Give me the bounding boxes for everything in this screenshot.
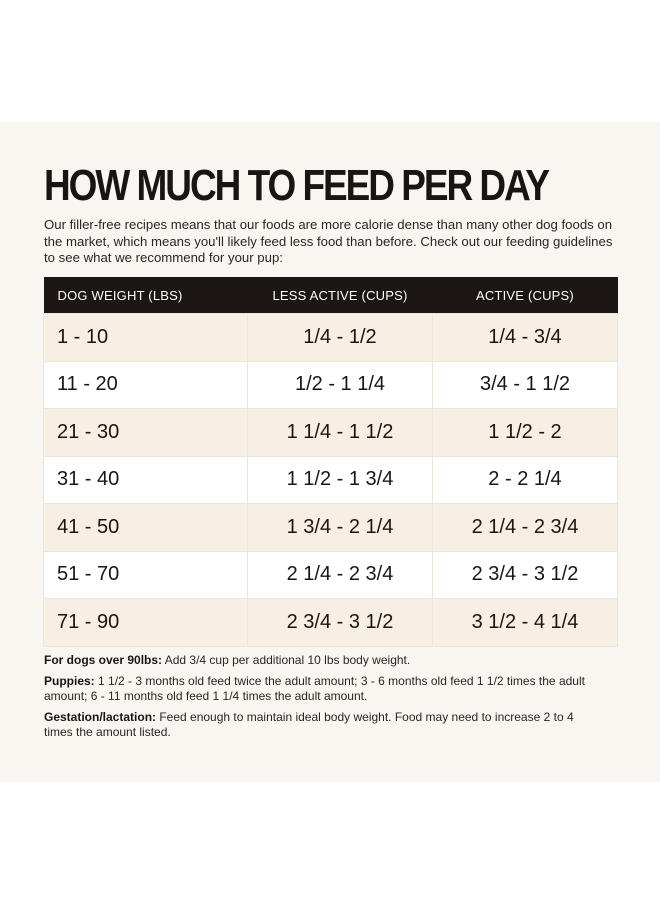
note-puppies: Puppies: 1 1/2 - 3 months old feed twice…	[44, 674, 604, 705]
table-row: 51 - 70 2 1/4 - 2 3/4 2 3/4 - 3 1/2	[43, 550, 618, 599]
less-active-cell: 1/2 - 1 1/4	[247, 360, 433, 409]
note-label: Puppies:	[44, 673, 95, 688]
table-row: 11 - 20 1/2 - 1 1/4 3/4 - 1 1/2	[43, 360, 618, 409]
less-active-cell: 1/4 - 1/2	[247, 313, 433, 362]
active-cell: 1/4 - 3/4	[432, 313, 618, 362]
note-text: Add 3/4 cup per additional 10 lbs body w…	[162, 653, 411, 667]
weight-cell: 21 - 30	[43, 408, 248, 457]
less-active-cell: 1 1/4 - 1 1/2	[247, 408, 433, 457]
less-active-cell: 1 3/4 - 2 1/4	[247, 503, 433, 552]
active-cell: 2 3/4 - 3 1/2	[432, 550, 618, 599]
header-active: ACTIVE (CUPS)	[432, 277, 618, 314]
table-row: 31 - 40 1 1/2 - 1 3/4 2 - 2 1/4	[43, 455, 618, 504]
note-label: For dogs over 90lbs:	[44, 653, 163, 667]
table-row: 21 - 30 1 1/4 - 1 1/2 1 1/2 - 2	[43, 408, 618, 457]
weight-cell: 41 - 50	[43, 503, 248, 552]
active-cell: 3/4 - 1 1/2	[432, 360, 618, 409]
note-over-90lbs: For dogs over 90lbs: Add 3/4 cup per add…	[44, 653, 604, 669]
weight-cell: 71 - 90	[43, 598, 248, 647]
page-title: HOW MUCH TO FEED PER DAY	[44, 161, 550, 210]
note-text: Feed enough to maintain ideal body weigh…	[44, 709, 574, 740]
feeding-table: DOG WEIGHT (LBS) LESS ACTIVE (CUPS) ACTI…	[43, 277, 618, 647]
note-gestation-lactation: Gestation/lactation: Feed enough to main…	[44, 710, 604, 741]
table-row: 1 - 10 1/4 - 1/2 1/4 - 3/4	[43, 313, 618, 362]
table-row: 71 - 90 2 3/4 - 3 1/2 3 1/2 - 4 1/4	[43, 598, 618, 647]
active-cell: 2 1/4 - 2 3/4	[432, 503, 618, 552]
less-active-cell: 2 1/4 - 2 3/4	[247, 550, 433, 599]
active-cell: 2 - 2 1/4	[432, 455, 618, 504]
note-label: Gestation/lactation:	[44, 709, 157, 724]
table-row: 41 - 50 1 3/4 - 2 1/4 2 1/4 - 2 3/4	[43, 503, 618, 552]
weight-cell: 11 - 20	[43, 360, 248, 409]
weight-cell: 1 - 10	[43, 313, 248, 362]
less-active-cell: 2 3/4 - 3 1/2	[247, 598, 433, 647]
less-active-cell: 1 1/2 - 1 3/4	[247, 455, 433, 504]
intro-paragraph: Our filler-free recipes means that our f…	[44, 217, 613, 265]
header-less-active: LESS ACTIVE (CUPS)	[247, 277, 433, 314]
table-header-row: DOG WEIGHT (LBS) LESS ACTIVE (CUPS) ACTI…	[43, 277, 618, 314]
feeding-notes: For dogs over 90lbs: Add 3/4 cup per add…	[44, 653, 604, 746]
active-cell: 1 1/2 - 2	[432, 408, 618, 457]
note-text: 1 1/2 - 3 months old feed twice the adul…	[44, 673, 585, 704]
feeding-guide-panel: HOW MUCH TO FEED PER DAY Our filler-free…	[0, 122, 660, 782]
weight-cell: 51 - 70	[43, 550, 248, 599]
weight-cell: 31 - 40	[43, 455, 248, 504]
header-dog-weight: DOG WEIGHT (LBS)	[43, 277, 248, 314]
active-cell: 3 1/2 - 4 1/4	[432, 598, 618, 647]
